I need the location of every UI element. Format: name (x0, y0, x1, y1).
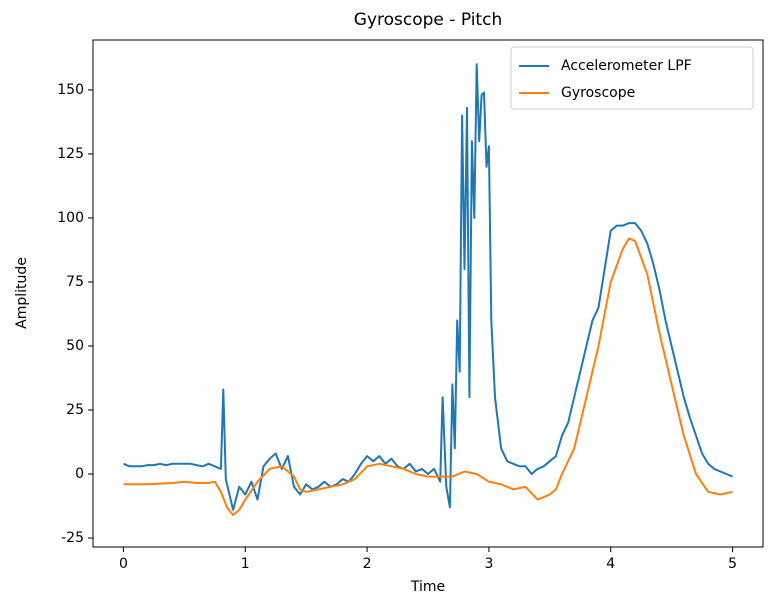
x-tick-label: 5 (728, 556, 737, 572)
plot-frame (92, 39, 764, 548)
y-tick-label: 50 (66, 338, 84, 354)
chart-title: Gyroscope - Pitch (354, 10, 502, 30)
y-tick-label: 125 (57, 146, 84, 162)
y-tick-label: 150 (57, 82, 84, 98)
legend-label: Accelerometer LPF (561, 58, 692, 74)
x-tick-label: 4 (606, 556, 615, 572)
x-tick-label: 3 (484, 556, 493, 572)
y-tick-label: 0 (75, 466, 84, 482)
legend-label: Gyroscope (561, 85, 635, 101)
y-axis-label: Amplitude (14, 257, 30, 329)
data-line (123, 63, 733, 511)
x-axis-label: Time (410, 579, 445, 595)
y-tick-label: -25 (61, 530, 84, 546)
y-tick-label: 100 (57, 210, 84, 226)
y-tick-label: 75 (66, 274, 84, 290)
x-tick-label: 0 (119, 556, 128, 572)
x-tick-label: 1 (241, 556, 250, 572)
x-tick-label: 2 (363, 556, 372, 572)
y-tick-label: 25 (66, 402, 84, 418)
legend-box (510, 46, 754, 110)
data-line (123, 237, 733, 516)
